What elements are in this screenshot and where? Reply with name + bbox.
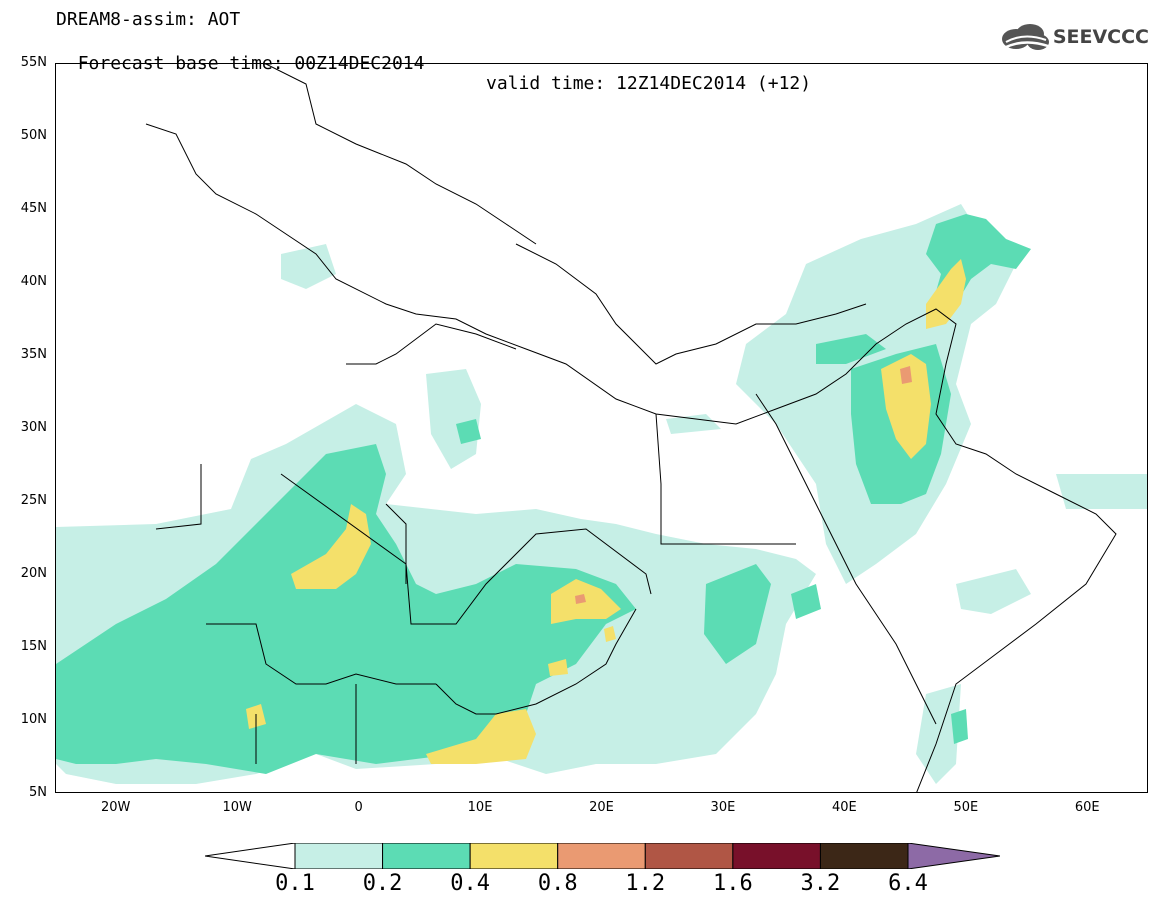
colorbar-cell xyxy=(644,843,734,869)
lat-tick-label: 35N xyxy=(20,347,47,362)
colorbar-label: 3.2 xyxy=(800,871,841,896)
aot-peak-0.8-1.2 xyxy=(575,366,912,604)
lat-tick-label: 5N xyxy=(29,785,47,800)
colorbar-cell xyxy=(382,843,471,869)
colorbar-cell xyxy=(294,843,384,869)
colorbar-label: 1.6 xyxy=(712,871,753,896)
seevccc-logo: SEEVCCC xyxy=(998,22,1149,52)
colorbar-label: 0.8 xyxy=(537,871,578,896)
lat-tick-label: 20N xyxy=(20,566,47,581)
colorbar-label: 0.2 xyxy=(362,871,403,896)
lon-tick-label: 10W xyxy=(222,800,252,815)
lat-tick-label: 25N xyxy=(20,493,47,508)
colorbar xyxy=(205,843,1000,869)
chart-title: DREAM8-assim: AOT xyxy=(56,9,241,30)
aot-map xyxy=(56,64,1147,792)
lat-tick-label: 45N xyxy=(20,201,47,216)
lon-tick-label: 60E xyxy=(1074,800,1100,815)
colorbar-label: 6.4 xyxy=(888,871,928,896)
colorbar-label: 0.1 xyxy=(275,871,315,896)
colorbar-label: 0.4 xyxy=(450,871,491,896)
lat-tick-label: 40N xyxy=(20,274,47,289)
lon-tick-label: 10E xyxy=(467,800,493,815)
valid-time-label: valid time: 12Z14DEC2014 (+12) xyxy=(486,73,812,94)
colorbar-cell xyxy=(819,843,909,869)
colorbar-cell xyxy=(557,843,646,869)
lat-tick-label: 50N xyxy=(20,128,47,143)
cloud-logo-icon xyxy=(1001,24,1049,50)
lat-tick-label: 15N xyxy=(20,639,47,654)
colorbar-under-arrow xyxy=(205,843,296,869)
lon-tick-label: 30E xyxy=(710,800,736,815)
lon-tick-label: 50E xyxy=(953,800,979,815)
colorbar-over-arrow xyxy=(907,843,1000,869)
lon-tick-label: 20W xyxy=(101,800,131,815)
colorbar-label: 1.2 xyxy=(625,871,666,896)
logo-text: SEEVCCC xyxy=(1052,26,1149,48)
lat-tick-label: 10N xyxy=(20,712,47,727)
lat-tick-label: 30N xyxy=(20,420,47,435)
aot-high-0.4-0.8 xyxy=(246,259,966,764)
lon-tick-label: 20E xyxy=(589,800,614,815)
colorbar-cell xyxy=(469,843,559,869)
lon-tick-label: 40E xyxy=(831,800,857,815)
coastlines-borders xyxy=(145,64,1117,792)
map-area xyxy=(55,63,1148,793)
lon-tick-label: 0 xyxy=(354,800,363,815)
lat-tick-label: 55N xyxy=(20,55,47,70)
colorbar-cell xyxy=(732,843,821,869)
